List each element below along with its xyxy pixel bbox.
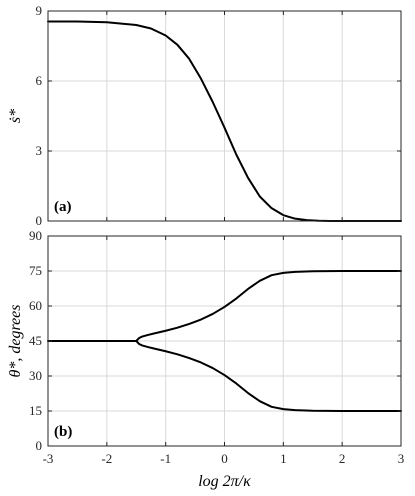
y-tick-label: 9 bbox=[36, 3, 43, 18]
x-tick-label: 2 bbox=[339, 451, 346, 466]
x-tick-label: 0 bbox=[221, 451, 228, 466]
y-tick-label: 3 bbox=[36, 143, 43, 158]
y-tick-label: 0 bbox=[36, 438, 43, 453]
series-line-3 bbox=[135, 340, 402, 412]
y-tick-label: 15 bbox=[29, 403, 42, 418]
y-axis-label: ṡ* bbox=[7, 109, 24, 123]
panel-label: (b) bbox=[54, 424, 72, 440]
panel-a: 0 3 6 9 ṡ* (a) bbox=[7, 3, 402, 228]
y-tick-label: 6 bbox=[36, 73, 43, 88]
y-tick-label: 45 bbox=[29, 333, 42, 348]
y-tick-label: 90 bbox=[29, 228, 42, 243]
x-tick-label: 3 bbox=[398, 451, 405, 466]
panel-label: (a) bbox=[54, 199, 72, 215]
x-tick-label: -3 bbox=[43, 451, 54, 466]
y-tick-label: 75 bbox=[29, 263, 42, 278]
y-tick-label: 0 bbox=[36, 213, 43, 228]
y-tick-label: 60 bbox=[29, 298, 42, 313]
x-tick-label: -1 bbox=[160, 451, 171, 466]
series-line-2 bbox=[135, 270, 402, 342]
x-tick-label: 1 bbox=[280, 451, 287, 466]
y-axis-label: θ*, degrees bbox=[7, 304, 24, 377]
y-tick-label: 30 bbox=[29, 368, 42, 383]
x-axis-label: log 2π/κ bbox=[198, 473, 251, 490]
panel-b: 0 15 30 45 60 75 90 -3 -2 -1 0 1 2 3 log 2π/κ θ*, degre… bbox=[7, 228, 404, 490]
x-tick-label: -2 bbox=[101, 451, 112, 466]
